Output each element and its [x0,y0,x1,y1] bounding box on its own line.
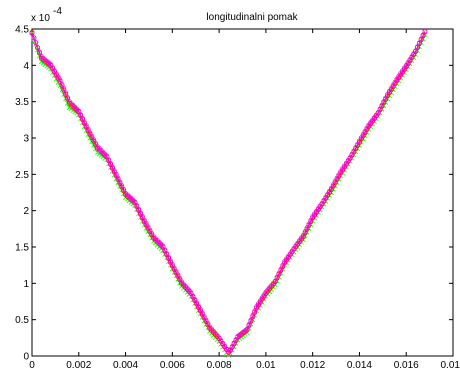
series-point [302,229,308,235]
y-tick-label: 1 [23,279,29,290]
series-point [57,77,63,83]
series-point [59,81,65,87]
series-point [308,217,314,223]
y-tick-label: 0.5 [15,315,29,326]
x-tick-label: 0.002 [66,360,91,369]
series-point [304,225,310,231]
x-tick-label: 0.01 [256,360,276,369]
series-point [33,40,39,46]
series-point [416,40,422,46]
x-tick-label: 0.018 [440,360,460,369]
series-point [246,322,252,328]
series-point [300,232,306,238]
x-tick-label: 0.012 [300,360,325,369]
x-tick-label: 0.006 [160,360,185,369]
series-point [280,263,286,268]
y-exponent-label: x 10 [31,13,50,24]
series-point [272,278,278,284]
series-point [37,49,42,55]
series-point [278,266,284,272]
series-point [115,175,121,181]
y-tick-label: 3.5 [15,97,29,108]
x-tick-label: 0 [29,360,35,369]
plot-area: 0 0.002 0.004 0.006 0.008 0.01 0.012 0.014 0.016… [15,25,460,369]
series-point [418,36,424,42]
plot-frame [31,28,454,357]
series-point [414,44,420,50]
series-point [252,308,258,314]
y-tick-label: 4 [23,61,29,72]
series-point [274,274,280,280]
series-point [113,171,119,177]
y-tick-label: 3 [23,134,29,145]
y-tick-label: 4.5 [15,25,29,36]
series-point [420,32,426,38]
y-tick-label: 1.5 [15,243,29,254]
x-tick-label: 0.004 [113,360,138,369]
series-point [250,313,256,319]
series-point [31,35,37,41]
x-tick-label: 0.008 [207,360,232,369]
series-point [244,326,250,332]
y-tick-label: 2.5 [15,170,29,181]
y-tick-label: 2 [23,206,29,217]
series-point [306,221,312,227]
series-point [276,270,282,276]
y-exponent-power: -4 [53,6,62,17]
series-point [61,86,67,92]
series-point [117,179,123,185]
series-point [119,183,125,189]
series-point [35,44,41,50]
series-point [63,90,69,96]
series-point [65,94,71,100]
series-point [413,48,419,54]
x-tick-label: 0.014 [347,360,372,369]
series-point [29,30,35,36]
series-line [31,31,426,353]
series-point [422,28,428,34]
chart-title: longitudinalni pomak [206,12,298,23]
x-tick-label: 0.016 [394,360,419,369]
y-tick-label: 0 [23,352,29,363]
series-point [248,317,254,323]
series-point [121,186,127,192]
